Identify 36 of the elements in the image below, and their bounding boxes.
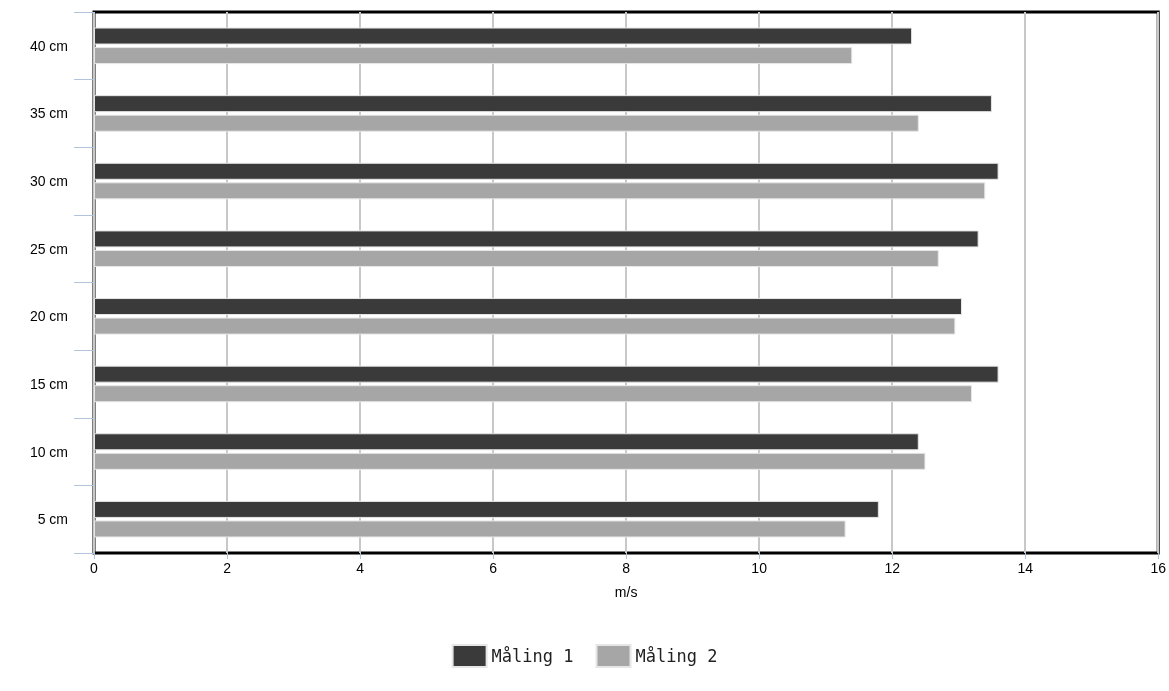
y-tick-label: 40 cm <box>29 37 68 54</box>
y-tick-label: 20 cm <box>29 308 68 325</box>
y-tick-label: 10 cm <box>29 443 68 460</box>
y-tick-label: 15 cm <box>29 375 68 392</box>
y-tick-label: 25 cm <box>29 240 68 257</box>
bar <box>94 298 962 316</box>
bar <box>94 365 999 383</box>
bar <box>94 182 986 200</box>
x-tick-label: 10 <box>751 560 768 576</box>
bar <box>94 230 979 248</box>
legend-label: Måling 2 <box>635 646 718 666</box>
bar <box>94 114 919 132</box>
bar <box>94 47 853 65</box>
bar <box>94 27 913 45</box>
legend-label: Måling 1 <box>491 646 574 666</box>
x-tick-label: 4 <box>356 560 365 576</box>
bar <box>94 249 939 267</box>
bar <box>94 95 992 113</box>
bar <box>94 433 919 451</box>
bar <box>94 520 846 538</box>
bar <box>94 317 956 335</box>
y-tick-label: 30 cm <box>29 173 68 190</box>
x-tick-label: 12 <box>884 560 901 576</box>
x-tick-label: 8 <box>622 560 631 576</box>
y-tick-label: 35 cm <box>29 105 68 122</box>
bar <box>94 500 879 518</box>
x-tick-label: 14 <box>1017 560 1034 576</box>
x-tick-label: 2 <box>223 560 232 576</box>
x-axis-title: m/s <box>614 584 638 600</box>
x-tick-label: 6 <box>489 560 498 576</box>
x-tick-label: 0 <box>90 560 99 576</box>
x-tick-label: 16 <box>1150 560 1167 576</box>
bar <box>94 452 926 470</box>
y-tick-label: 5 cm <box>37 511 68 528</box>
bar <box>94 385 972 403</box>
bar <box>94 162 999 180</box>
